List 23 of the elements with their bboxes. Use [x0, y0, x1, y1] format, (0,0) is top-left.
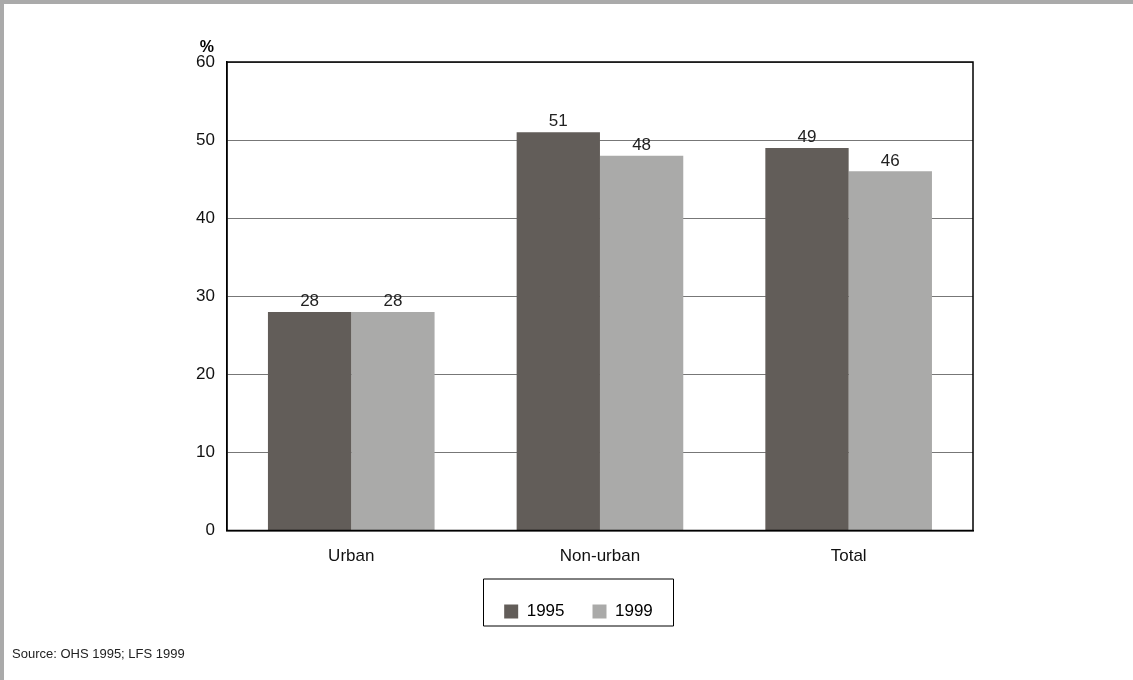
x-tick-label: Total — [830, 546, 867, 566]
bar — [351, 311, 435, 531]
x-tick-label: Urban — [328, 546, 375, 566]
data-label: 46 — [880, 150, 900, 170]
y-tick-label: 0 — [205, 520, 215, 540]
data-label: 28 — [383, 291, 403, 311]
legend-label: 1995 — [526, 601, 565, 621]
legend-label: 1999 — [615, 601, 653, 621]
bar — [765, 147, 849, 531]
bar — [599, 155, 684, 531]
bar — [516, 132, 600, 531]
y-tick-label: 10 — [195, 442, 215, 462]
y-tick-label: 40 — [195, 207, 215, 227]
data-label: 28 — [300, 291, 320, 311]
y-tick-label: 30 — [195, 285, 215, 305]
data-label: 48 — [632, 134, 652, 154]
source-note: Source: OHS 1995; LFS 1999 — [12, 646, 185, 661]
y-tick-label: 50 — [195, 129, 215, 149]
y-tick-label: 20 — [195, 364, 215, 384]
bar — [848, 171, 932, 531]
x-tick-label: Non-urban — [559, 546, 641, 566]
bar — [267, 311, 352, 531]
data-label: 51 — [548, 111, 568, 131]
